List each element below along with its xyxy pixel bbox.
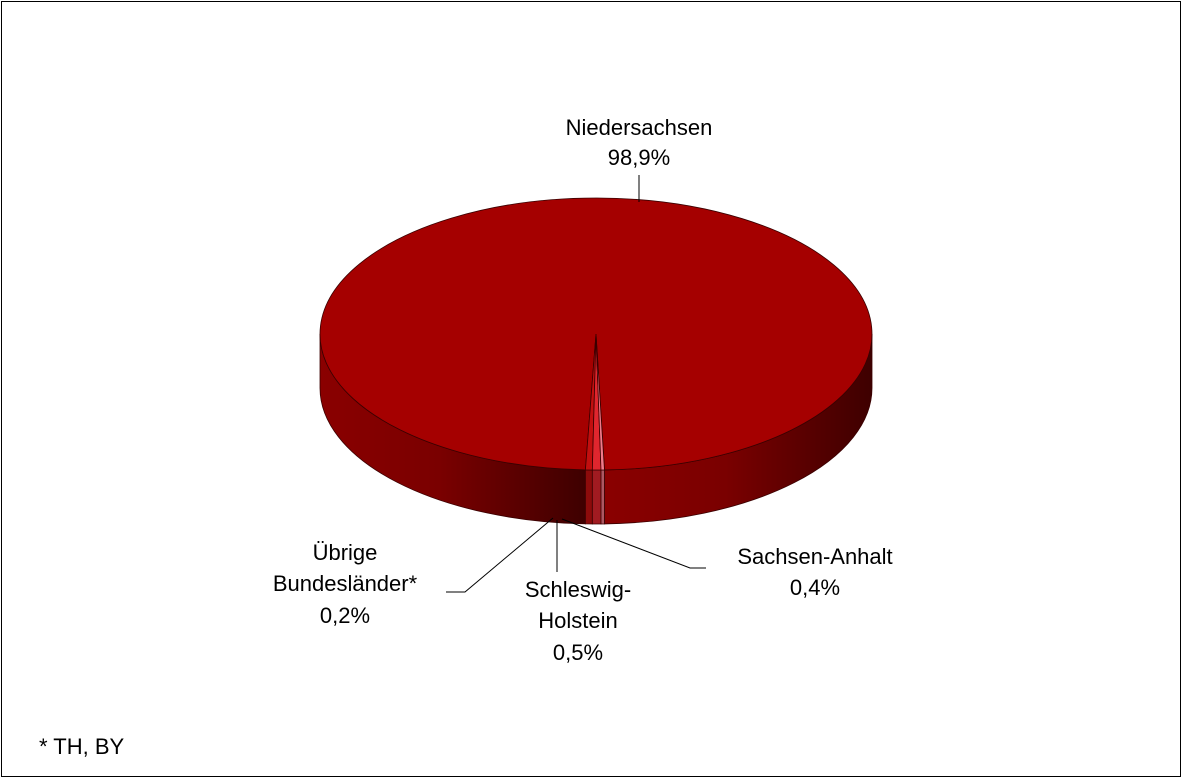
label-uebrige-value: 0,2% xyxy=(320,603,370,628)
slice-side-sachsen-anhalt xyxy=(585,469,593,525)
pie-top-face xyxy=(319,197,873,471)
leader-uebrige xyxy=(446,517,554,593)
slice-side-schleswig-holstein xyxy=(591,469,602,525)
slice--brige-bundesl-nder- xyxy=(595,333,605,471)
label-sachsen-anhalt-value: 0,4% xyxy=(790,575,840,600)
label-schleswig-holstein-value: 0,5% xyxy=(553,640,603,665)
leader-sachsen-anhalt xyxy=(561,518,706,569)
label-schleswig-holstein-line1: Schleswig- xyxy=(525,577,631,602)
leader-lines xyxy=(446,175,706,593)
label-uebrige-line1: Übrige xyxy=(313,540,378,565)
label-schleswig-holstein-line2: Holstein xyxy=(538,608,617,633)
label-niedersachsen-name: Niedersachsen xyxy=(566,115,713,140)
slice-side--brige-bundesl-nder- xyxy=(600,469,605,525)
label-uebrige-line2: Bundesländer* xyxy=(273,571,418,596)
label-niedersachsen-value: 98,9% xyxy=(608,145,670,170)
footnote: * TH, BY xyxy=(39,734,125,759)
label-sachsen-anhalt-name: Sachsen-Anhalt xyxy=(737,544,892,569)
slice-niedersachsen xyxy=(319,197,873,471)
